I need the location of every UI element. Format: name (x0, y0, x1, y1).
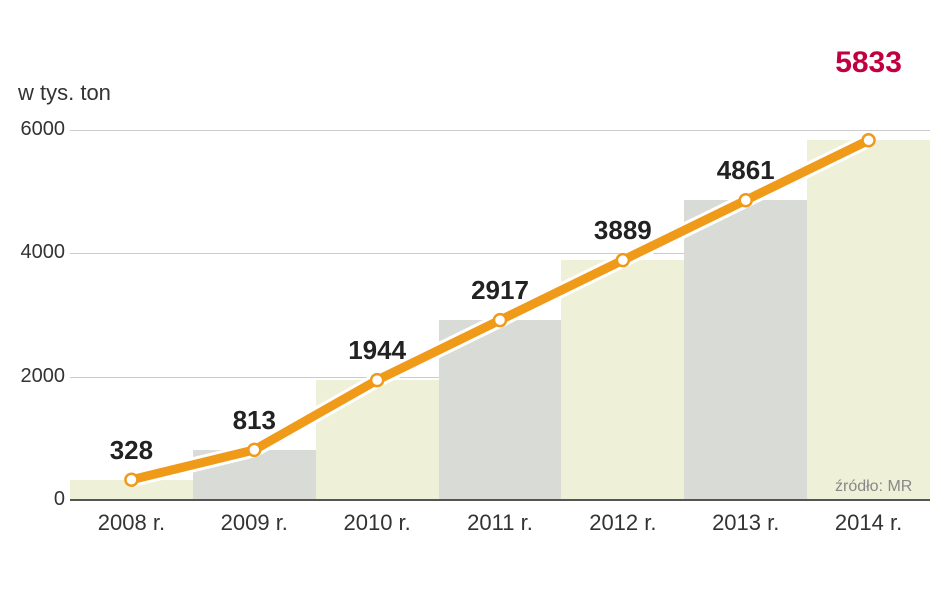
x-tick-label: 2008 r. (98, 510, 165, 536)
y-tick-label: 2000 (10, 365, 65, 388)
data-label: 328 (110, 435, 153, 466)
x-tick-label: 2012 r. (589, 510, 656, 536)
data-marker (617, 254, 629, 266)
data-label-highlight: 5833 (835, 46, 902, 80)
data-marker (248, 444, 260, 456)
data-marker (740, 194, 752, 206)
x-tick-label: 2011 r. (467, 510, 533, 536)
x-tick-label: 2010 r. (344, 510, 411, 536)
x-tick-label: 2009 r. (221, 510, 288, 536)
chart-container: w tys. ton 0 2000 4000 6000 2008 r. 2009 r. 20… (0, 0, 948, 593)
data-label: 3889 (594, 215, 652, 246)
data-label: 1944 (348, 335, 406, 366)
y-axis-title: w tys. ton (18, 80, 111, 106)
line-layer (70, 130, 930, 500)
y-tick-label: 4000 (10, 241, 65, 264)
y-tick-label: 6000 (10, 118, 65, 141)
data-marker (494, 314, 506, 326)
y-tick-label: 0 (10, 488, 65, 511)
data-marker (125, 474, 137, 486)
data-label: 4861 (717, 155, 775, 186)
x-tick-label: 2014 r. (835, 510, 902, 536)
data-label: 813 (233, 405, 276, 436)
data-marker (371, 374, 383, 386)
source-label: źródło: MR (835, 478, 912, 496)
plot-area (70, 130, 930, 500)
data-label: 2917 (471, 275, 529, 306)
x-tick-label: 2013 r. (712, 510, 779, 536)
data-marker (863, 134, 875, 146)
